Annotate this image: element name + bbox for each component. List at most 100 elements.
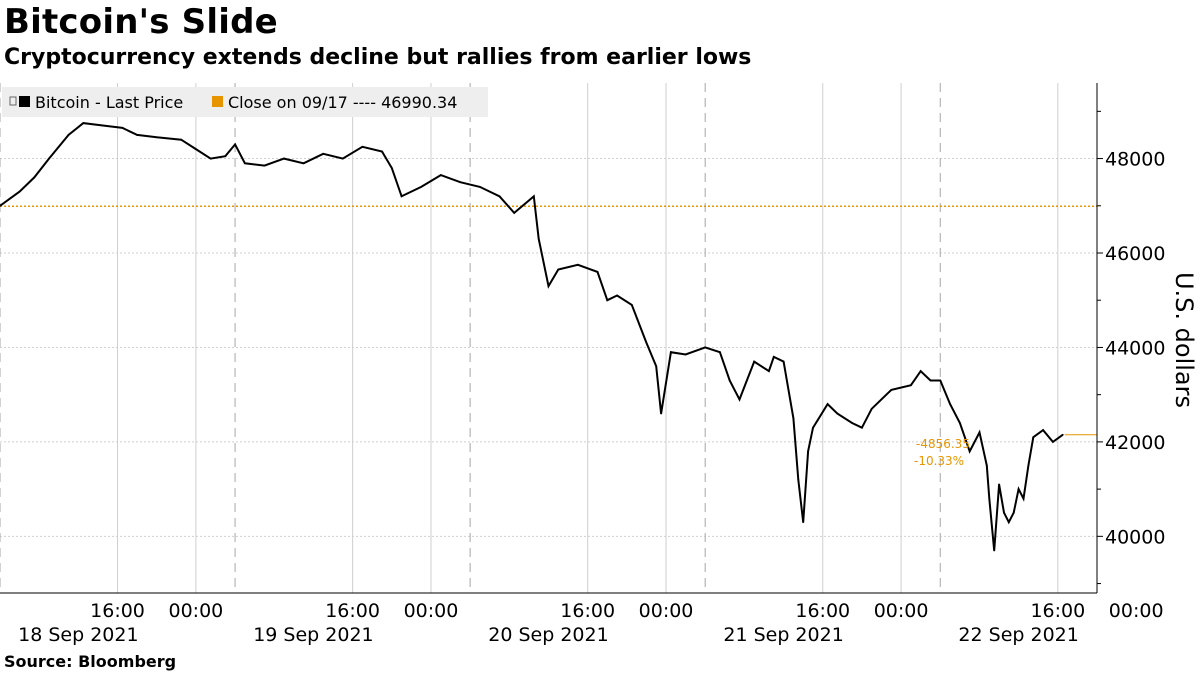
series-point-bitcoin	[513, 211, 516, 214]
series-point-bitcoin	[547, 285, 550, 287]
series-point-bitcoin	[263, 164, 266, 167]
series-point-bitcoin	[645, 341, 648, 344]
y-tick-label: 42000	[1105, 432, 1165, 454]
series-point-bitcoin	[738, 398, 741, 401]
series-point-bitcoin	[861, 426, 863, 429]
series-point-bitcoin	[532, 195, 535, 198]
series-point-bitcoin	[498, 195, 501, 198]
annotation-pct: -10.33%	[914, 454, 964, 468]
chart-subtitle: Cryptocurrency extends decline but ralli…	[4, 45, 752, 70]
series-point-bitcoin	[1027, 464, 1030, 467]
series-point-bitcoin	[121, 126, 124, 129]
series-point-bitcoin	[890, 389, 893, 391]
series-point-bitcoin	[606, 299, 609, 302]
x-date-label: 22 Sep 2021	[958, 624, 1078, 646]
series-point-bitcoin	[155, 136, 158, 139]
series-point-bitcoin	[381, 150, 383, 153]
series-point-bitcoin	[361, 145, 364, 148]
series-point-bitcoin	[542, 261, 545, 264]
legend-label-close: Close on 09/17 ---- 46990.34	[228, 93, 457, 112]
series-point-bitcoin	[82, 122, 85, 125]
series-point-bitcoin	[1012, 511, 1015, 514]
x-tick-label: 00:00	[1109, 600, 1164, 622]
series-point-bitcoin	[1061, 433, 1064, 436]
series-point-bitcoin	[836, 412, 839, 415]
x-tick-label: 16:00	[1030, 600, 1085, 622]
series-point-bitcoin	[1017, 488, 1020, 491]
x-date-label: 18 Sep 2021	[18, 624, 138, 646]
series-line-bitcoin	[0, 122, 1064, 551]
y-axis-label: U.S. dollars	[1170, 272, 1198, 408]
series-point-bitcoin	[655, 365, 658, 368]
series-point-bitcoin	[985, 464, 988, 467]
chart-title: Bitcoin's Slide	[4, 2, 278, 42]
legend-swatch-close	[212, 96, 223, 107]
series-point-bitcoin	[1042, 429, 1045, 431]
x-tick-label: 00:00	[404, 600, 459, 622]
series-point-bitcoin	[772, 355, 775, 358]
x-tick-label: 00:00	[639, 600, 694, 622]
series-point-bitcoin	[194, 148, 197, 151]
x-tick-label: 00:00	[169, 600, 224, 622]
legend: Bitcoin - Last Price Close on 09/17 ----…	[2, 87, 488, 117]
x-tick-label: 16:00	[90, 600, 145, 622]
series-point-bitcoin	[283, 157, 285, 160]
series-point-bitcoin	[870, 407, 873, 410]
series-point-bitcoin	[670, 351, 672, 354]
series-point-bitcoin	[958, 422, 961, 424]
series-point-bitcoin	[767, 370, 770, 372]
legend-background	[2, 87, 488, 117]
last-value-annotation: -4856.35 -10.33%	[914, 437, 970, 468]
series-point-bitcoin	[420, 185, 423, 188]
annotation-change: -4856.35	[916, 437, 970, 451]
series-point-bitcoin	[33, 176, 36, 179]
series-point-bitcoin	[929, 379, 932, 382]
series-point-bitcoin	[390, 167, 393, 169]
series-point-bitcoin	[851, 422, 854, 424]
series-point-bitcoin	[919, 370, 922, 372]
series-point-bitcoin	[101, 124, 104, 127]
series-point-bitcoin	[180, 138, 183, 141]
axes: 40000 42000 44000 46000 48000 16:00 00:00 16:00…	[0, 83, 1165, 646]
series-point-bitcoin	[939, 379, 942, 382]
series-point-bitcoin	[1003, 511, 1005, 514]
series-point-bitcoin	[341, 157, 344, 160]
series-point-bitcoin	[797, 478, 800, 481]
y-tick-label: 48000	[1105, 149, 1165, 171]
series-point-bitcoin	[18, 190, 21, 193]
series-point-bitcoin	[616, 294, 618, 297]
series-point-bitcoin	[1007, 521, 1010, 524]
series-point-bitcoin	[660, 412, 663, 415]
grid	[0, 83, 1097, 593]
legend-toggle-icon[interactable]	[9, 96, 17, 106]
x-date-label: 20 Sep 2021	[488, 624, 608, 646]
series-point-bitcoin	[67, 134, 70, 136]
series-point-bitcoin	[576, 263, 579, 266]
series-point-bitcoin	[949, 403, 951, 406]
x-date-label: 19 Sep 2021	[253, 624, 373, 646]
series-point-bitcoin	[136, 134, 139, 136]
series-point-bitcoin	[234, 143, 236, 146]
series-point-bitcoin	[978, 431, 981, 434]
series-point-bitcoin	[1052, 440, 1054, 443]
series-point-bitcoin	[792, 417, 795, 420]
x-tick-label: 16:00	[795, 600, 850, 622]
series-point-bitcoin	[812, 426, 814, 429]
series-point-bitcoin	[910, 384, 912, 387]
series-point-bitcoin	[557, 268, 560, 271]
series-point-bitcoin	[209, 157, 212, 160]
legend-swatch-price	[19, 96, 30, 107]
series-point-bitcoin	[630, 304, 633, 306]
series-point-bitcoin	[988, 497, 991, 500]
series-point-bitcoin	[479, 185, 481, 188]
series-point-bitcoin	[400, 195, 403, 198]
series-point-bitcoin	[537, 237, 540, 240]
series-point-bitcoin	[719, 351, 721, 354]
series-point-bitcoin	[993, 549, 996, 552]
series-point-bitcoin	[782, 360, 785, 363]
series-point-bitcoin	[596, 270, 599, 273]
series-point-bitcoin	[224, 155, 227, 158]
series-point-bitcoin	[1032, 436, 1035, 439]
series-point-bitcoin	[459, 181, 462, 184]
